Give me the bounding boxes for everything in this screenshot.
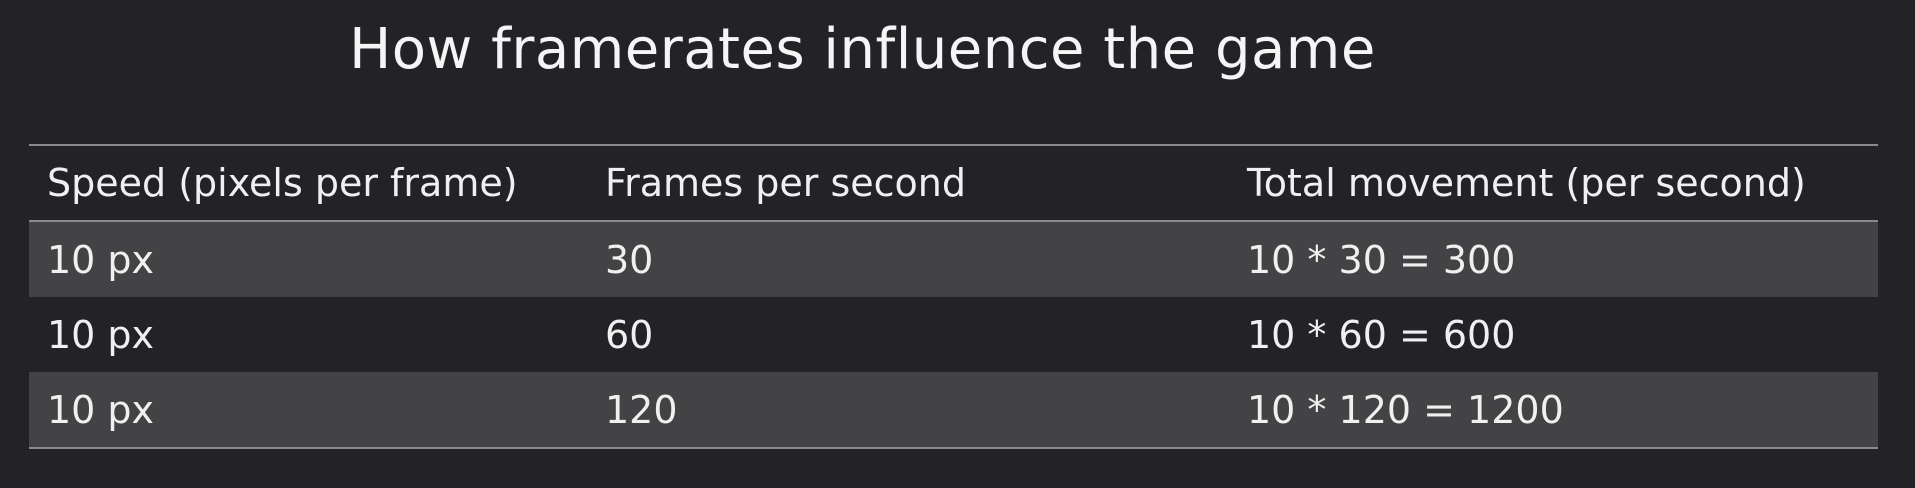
cell-speed: 10 px (47, 387, 155, 432)
table-header: Speed (pixels per frame) Frames per seco… (29, 145, 1878, 221)
slide-title: How framerates influence the game (349, 17, 1376, 82)
cell-speed: 10 px (47, 237, 155, 282)
framerate-table-container: Speed (pixels per frame) Frames per seco… (29, 144, 1878, 449)
cell-fps: 120 (605, 387, 678, 432)
table-body: 10 px 30 10 * 30 = 300 10 px 60 10 * 60 … (29, 221, 1878, 448)
cell-fps: 60 (605, 312, 654, 357)
header-speed: Speed (pixels per frame) (47, 161, 518, 205)
cell-speed: 10 px (47, 312, 155, 357)
header-total-movement: Total movement (per second) (1247, 161, 1806, 205)
cell-total-movement: 10 * 30 = 300 (1247, 237, 1516, 282)
cell-total-movement: 10 * 60 = 600 (1247, 312, 1516, 357)
framerate-table: Speed (pixels per frame) Frames per seco… (29, 144, 1878, 449)
table-row: 10 px 120 10 * 120 = 1200 (29, 372, 1878, 448)
cell-total-movement: 10 * 120 = 1200 (1247, 387, 1564, 432)
cell-fps: 30 (605, 237, 654, 282)
table-row: 10 px 30 10 * 30 = 300 (29, 221, 1878, 297)
header-fps: Frames per second (605, 161, 966, 205)
table-header-row: Speed (pixels per frame) Frames per seco… (29, 145, 1878, 221)
table-row: 10 px 60 10 * 60 = 600 (29, 297, 1878, 372)
